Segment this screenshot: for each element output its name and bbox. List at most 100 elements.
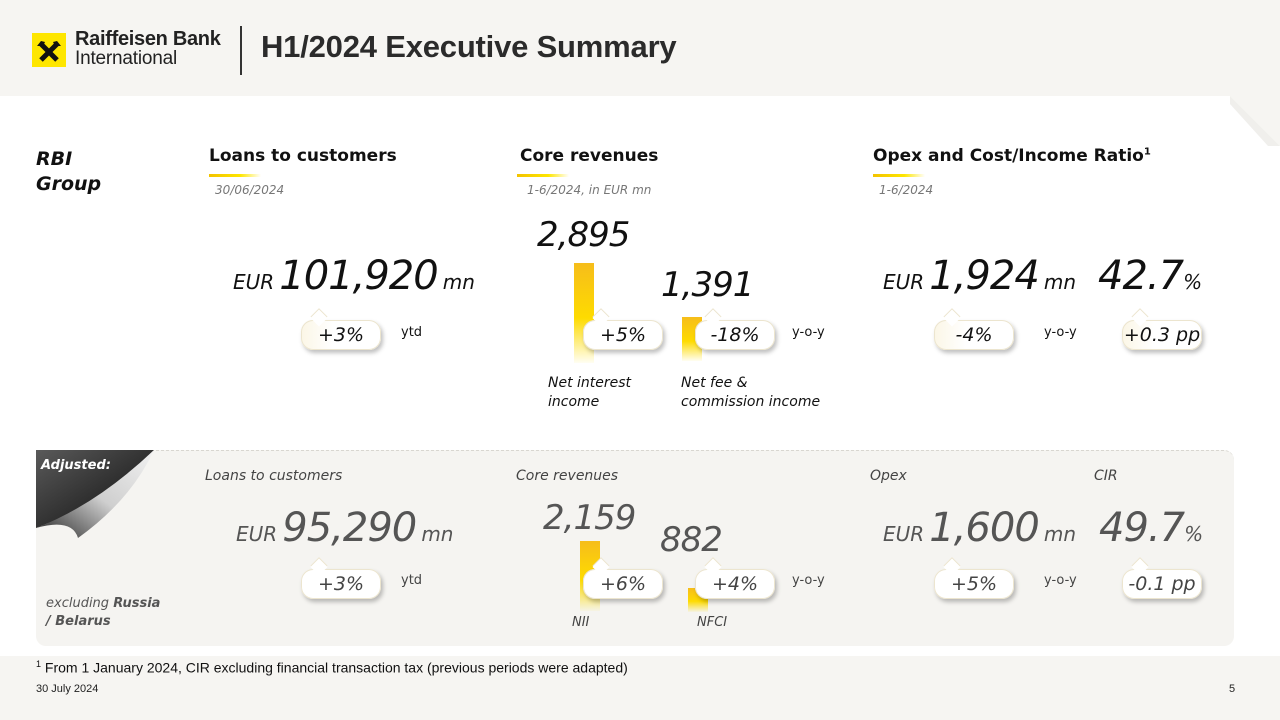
exclusion-prefix: excluding (46, 596, 114, 611)
adj-loans-value: 95,290 (282, 505, 417, 551)
adjusted-exclusion-note: excluding Russia / Belarus (46, 595, 160, 631)
opex-change-bubble: -4% (934, 320, 1014, 350)
opex-value: 1,924 (929, 253, 1040, 299)
adj-opex-change-note: y-o-y (1044, 573, 1077, 588)
adj-cir-value-row: 49.7% (1099, 505, 1203, 551)
cir-value-row: 42.7% (1098, 253, 1202, 299)
adj-loans-title: Loans to customers (205, 468, 343, 484)
opex-value-row: EUR 1,924 mn (883, 253, 1076, 299)
exclusion-country-1: Russia (113, 596, 161, 611)
adj-cir-change: -0.1 pp (1128, 573, 1196, 595)
nfci-change-bubble: -18% (695, 320, 775, 350)
brand-name: Raiffeisen Bank International (75, 29, 221, 69)
nii-value: 2,895 (537, 215, 630, 255)
nfci-caption: Net fee & commission income (681, 374, 820, 412)
nfci-change: -18% (710, 324, 760, 346)
adj-core-revenues-change-note: y-o-y (792, 573, 825, 588)
footnote-text: From 1 January 2024, CIR excluding finan… (44, 659, 628, 676)
nii-change: +5% (599, 324, 647, 346)
nii-value-row: 2,895 (537, 215, 630, 255)
adj-nfci-caption: NFCI (697, 615, 728, 630)
cir-change-bubble: +0.3 pp (1122, 320, 1202, 350)
adj-opex-unit: mn (1043, 522, 1077, 546)
core-revenues-period: 1-6/2024, in EUR mn (527, 183, 652, 197)
loans-value: 101,920 (279, 253, 438, 299)
page-title: H1/2024 Executive Summary (261, 29, 677, 64)
adj-cir-unit: % (1184, 522, 1204, 546)
adj-loans-change-bubble: +3% (301, 569, 381, 599)
adj-cir-title: CIR (1094, 468, 1118, 484)
nfci-value-row: 1,391 (661, 265, 754, 305)
core-revenues-underline (517, 174, 569, 177)
brand-line-2: International (75, 48, 177, 69)
adj-opex-change-bubble: +5% (934, 569, 1014, 599)
cir-value: 42.7 (1098, 253, 1184, 299)
opex-cir-period: 1-6/2024 (879, 183, 934, 197)
loans-value-row: EUR 101,920 mn (233, 253, 475, 299)
loans-unit: mn (442, 270, 475, 294)
adj-nfci-value: 882 (660, 520, 723, 560)
adj-loans-currency: EUR (236, 522, 278, 546)
cir-change: +0.3 pp (1123, 324, 1201, 346)
adj-nii-value: 2,159 (543, 498, 636, 538)
adj-opex-value: 1,600 (929, 505, 1040, 551)
nii-caption-line-2: income (548, 394, 600, 410)
opex-cir-footnote-ref: 1 (1143, 146, 1151, 158)
adj-nfci-change: +4% (711, 573, 759, 595)
opex-change-note: y-o-y (1044, 325, 1077, 340)
adj-cir-change-bubble: -0.1 pp (1122, 569, 1202, 599)
nii-caption-line-1: Net interest (548, 375, 632, 391)
adj-nii-change-bubble: +6% (583, 569, 663, 599)
page-curl-icon (36, 450, 154, 538)
adj-loans-change: +3% (317, 573, 365, 595)
loans-currency: EUR (233, 270, 275, 294)
cir-unit: % (1183, 270, 1203, 294)
page-number: 5 (1229, 683, 1236, 695)
rbi-group-label: RBI Group (36, 147, 101, 197)
adj-loans-unit: mn (421, 522, 454, 546)
loans-change-note: ytd (401, 325, 423, 340)
slide-header: Raiffeisen Bank International H1/2024 Ex… (0, 0, 1280, 96)
adj-nfci-change-bubble: +4% (695, 569, 775, 599)
adj-nii-value-row: 2,159 (543, 498, 636, 538)
footnote-marker: 1 (36, 659, 42, 669)
opex-cir-underline (873, 174, 925, 177)
loans-title: Loans to customers (209, 146, 397, 166)
adj-nfci-value-row: 882 (660, 520, 723, 560)
nfci-caption-line-1: Net fee & (681, 375, 748, 391)
adj-opex-value-row: EUR 1,600 mn (883, 505, 1076, 551)
adj-loans-value-row: EUR 95,290 mn (236, 505, 454, 551)
core-revenues-title: Core revenues (520, 146, 659, 166)
nfci-value: 1,391 (661, 265, 754, 305)
adjusted-label: Adjusted: (41, 458, 111, 473)
slide-date: 30 July 2024 (36, 683, 99, 695)
adj-loans-change-note: ytd (401, 573, 423, 588)
adj-cir-value: 49.7 (1099, 505, 1185, 551)
adjusted-panel (36, 450, 1234, 646)
adj-nii-caption: NII (572, 615, 590, 630)
raiffeisen-logo-icon (32, 33, 66, 67)
loans-date: 30/06/2024 (215, 183, 285, 197)
adj-opex-currency: EUR (883, 522, 925, 546)
nii-change-bubble: +5% (583, 320, 663, 350)
rbi-label-line-2: Group (36, 173, 102, 195)
adj-opex-change: +5% (950, 573, 998, 595)
adj-core-revenues-title: Core revenues (516, 468, 619, 484)
brand-line-1: Raiffeisen Bank (75, 28, 221, 50)
exclusion-country-2: / Belarus (46, 614, 111, 629)
opex-currency: EUR (883, 270, 925, 294)
nii-caption: Net interest income (548, 374, 631, 412)
adj-nii-change: +6% (599, 573, 647, 595)
core-revenues-change-note: y-o-y (792, 325, 825, 340)
header-divider (240, 26, 242, 75)
rbi-label-line-1: RBI (36, 148, 73, 170)
opex-unit: mn (1043, 270, 1077, 294)
nfci-caption-line-2: commission income (681, 394, 821, 410)
adj-opex-title: Opex (870, 468, 907, 484)
opex-cir-title-text: Opex and Cost/Income Ratio (873, 146, 1144, 166)
page-corner-fold-icon (1230, 96, 1280, 146)
footnote: 1 From 1 January 2024, CIR excluding fin… (36, 659, 628, 676)
opex-change: -4% (955, 324, 993, 346)
loans-change: +3% (317, 324, 365, 346)
loans-change-bubble: +3% (301, 320, 381, 350)
